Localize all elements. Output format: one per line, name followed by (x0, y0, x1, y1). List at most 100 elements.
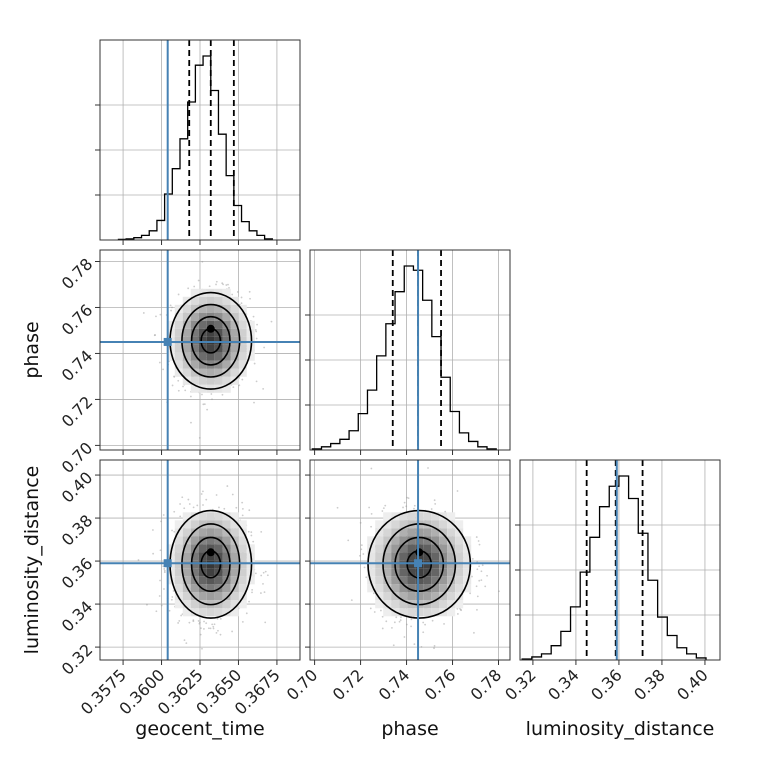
density-block (182, 320, 191, 329)
truth-marker (414, 559, 423, 568)
density-block (423, 608, 432, 617)
sample-point (413, 507, 415, 510)
density-block (190, 352, 199, 361)
sample-point (201, 393, 203, 396)
density-block (190, 584, 199, 593)
density-block (166, 320, 175, 329)
sample-point (255, 330, 258, 333)
density-block (198, 360, 207, 369)
sample-point (478, 579, 481, 582)
sample-point (213, 623, 216, 626)
sample-point (480, 570, 483, 573)
contour-level-2 (181, 303, 241, 378)
cell-0-0-frame (99, 39, 301, 241)
xlabel-phase: phase (381, 718, 438, 740)
density-block (375, 560, 384, 569)
density-block (206, 528, 215, 537)
density-block (214, 352, 223, 361)
density-block (383, 600, 392, 609)
density-block (375, 528, 384, 537)
density-block (198, 528, 207, 537)
density-block (367, 568, 376, 577)
density-block (367, 576, 376, 585)
density-block (190, 368, 199, 377)
density-block (407, 528, 416, 537)
sample-point (252, 315, 255, 318)
sample-point (172, 590, 175, 592)
xtick-label-phase: 0.74 (375, 665, 414, 704)
density-block (222, 296, 231, 305)
density-block (455, 544, 464, 553)
ytick-label-luminosity_distance: 0.32 (58, 640, 97, 679)
density-block (383, 592, 392, 601)
sample-point (266, 574, 269, 577)
contour-level-1 (394, 536, 445, 592)
sample-point (180, 614, 183, 617)
density-block (230, 352, 239, 361)
density-block (206, 568, 215, 577)
contour-level-2 (382, 523, 457, 606)
density-block (238, 576, 247, 585)
sample-point (477, 540, 480, 542)
density-block (447, 536, 456, 545)
density-block (206, 512, 215, 521)
density-block (407, 544, 416, 553)
density-block (431, 536, 440, 545)
density-block (182, 512, 191, 521)
density-block (198, 520, 207, 529)
density-block (447, 608, 456, 617)
sample-point (226, 485, 229, 487)
density-block (214, 360, 223, 369)
density-block (423, 552, 432, 561)
sample-point (360, 548, 363, 551)
density-block (238, 352, 247, 361)
density-block (431, 576, 440, 585)
sample-point (199, 633, 202, 636)
sample-point (476, 568, 479, 571)
density-block (407, 584, 416, 593)
sample-point (232, 386, 235, 389)
density-block (423, 528, 432, 537)
density-block (190, 344, 199, 353)
density-block (166, 544, 175, 553)
sample-point (456, 490, 459, 492)
sample-point (219, 633, 222, 636)
density-block (238, 544, 247, 553)
sample-point (160, 604, 163, 607)
sample-point (484, 585, 487, 588)
sample-point (391, 626, 393, 629)
density-block (423, 512, 432, 521)
density-block (238, 552, 247, 561)
density-block (455, 552, 464, 561)
density-block (206, 584, 215, 593)
sample-point (137, 559, 140, 561)
density-block (431, 560, 440, 569)
density-block (190, 328, 199, 337)
sample-point (219, 617, 222, 620)
sample-point (205, 622, 208, 625)
density-block (190, 520, 199, 529)
sample-point (250, 531, 253, 534)
sample-point (223, 507, 226, 510)
density-block (230, 528, 239, 537)
density-block (214, 336, 223, 345)
density-block (391, 520, 400, 529)
sample-point (251, 591, 253, 594)
density-block (399, 584, 408, 593)
sample-point (196, 504, 199, 507)
sample-point (403, 501, 406, 504)
density-block (174, 536, 183, 545)
density-block (214, 576, 223, 585)
sample-point (370, 512, 373, 515)
sample-point (434, 503, 437, 505)
sample-point (179, 503, 182, 505)
sample-point (189, 395, 192, 398)
cell-1-1-frame (309, 249, 511, 451)
density-peak (206, 324, 215, 333)
density-block (230, 576, 239, 585)
density-block (407, 552, 416, 561)
density-block (214, 376, 223, 385)
density-block (383, 560, 392, 569)
density-block (439, 520, 448, 529)
sample-point (260, 574, 263, 577)
